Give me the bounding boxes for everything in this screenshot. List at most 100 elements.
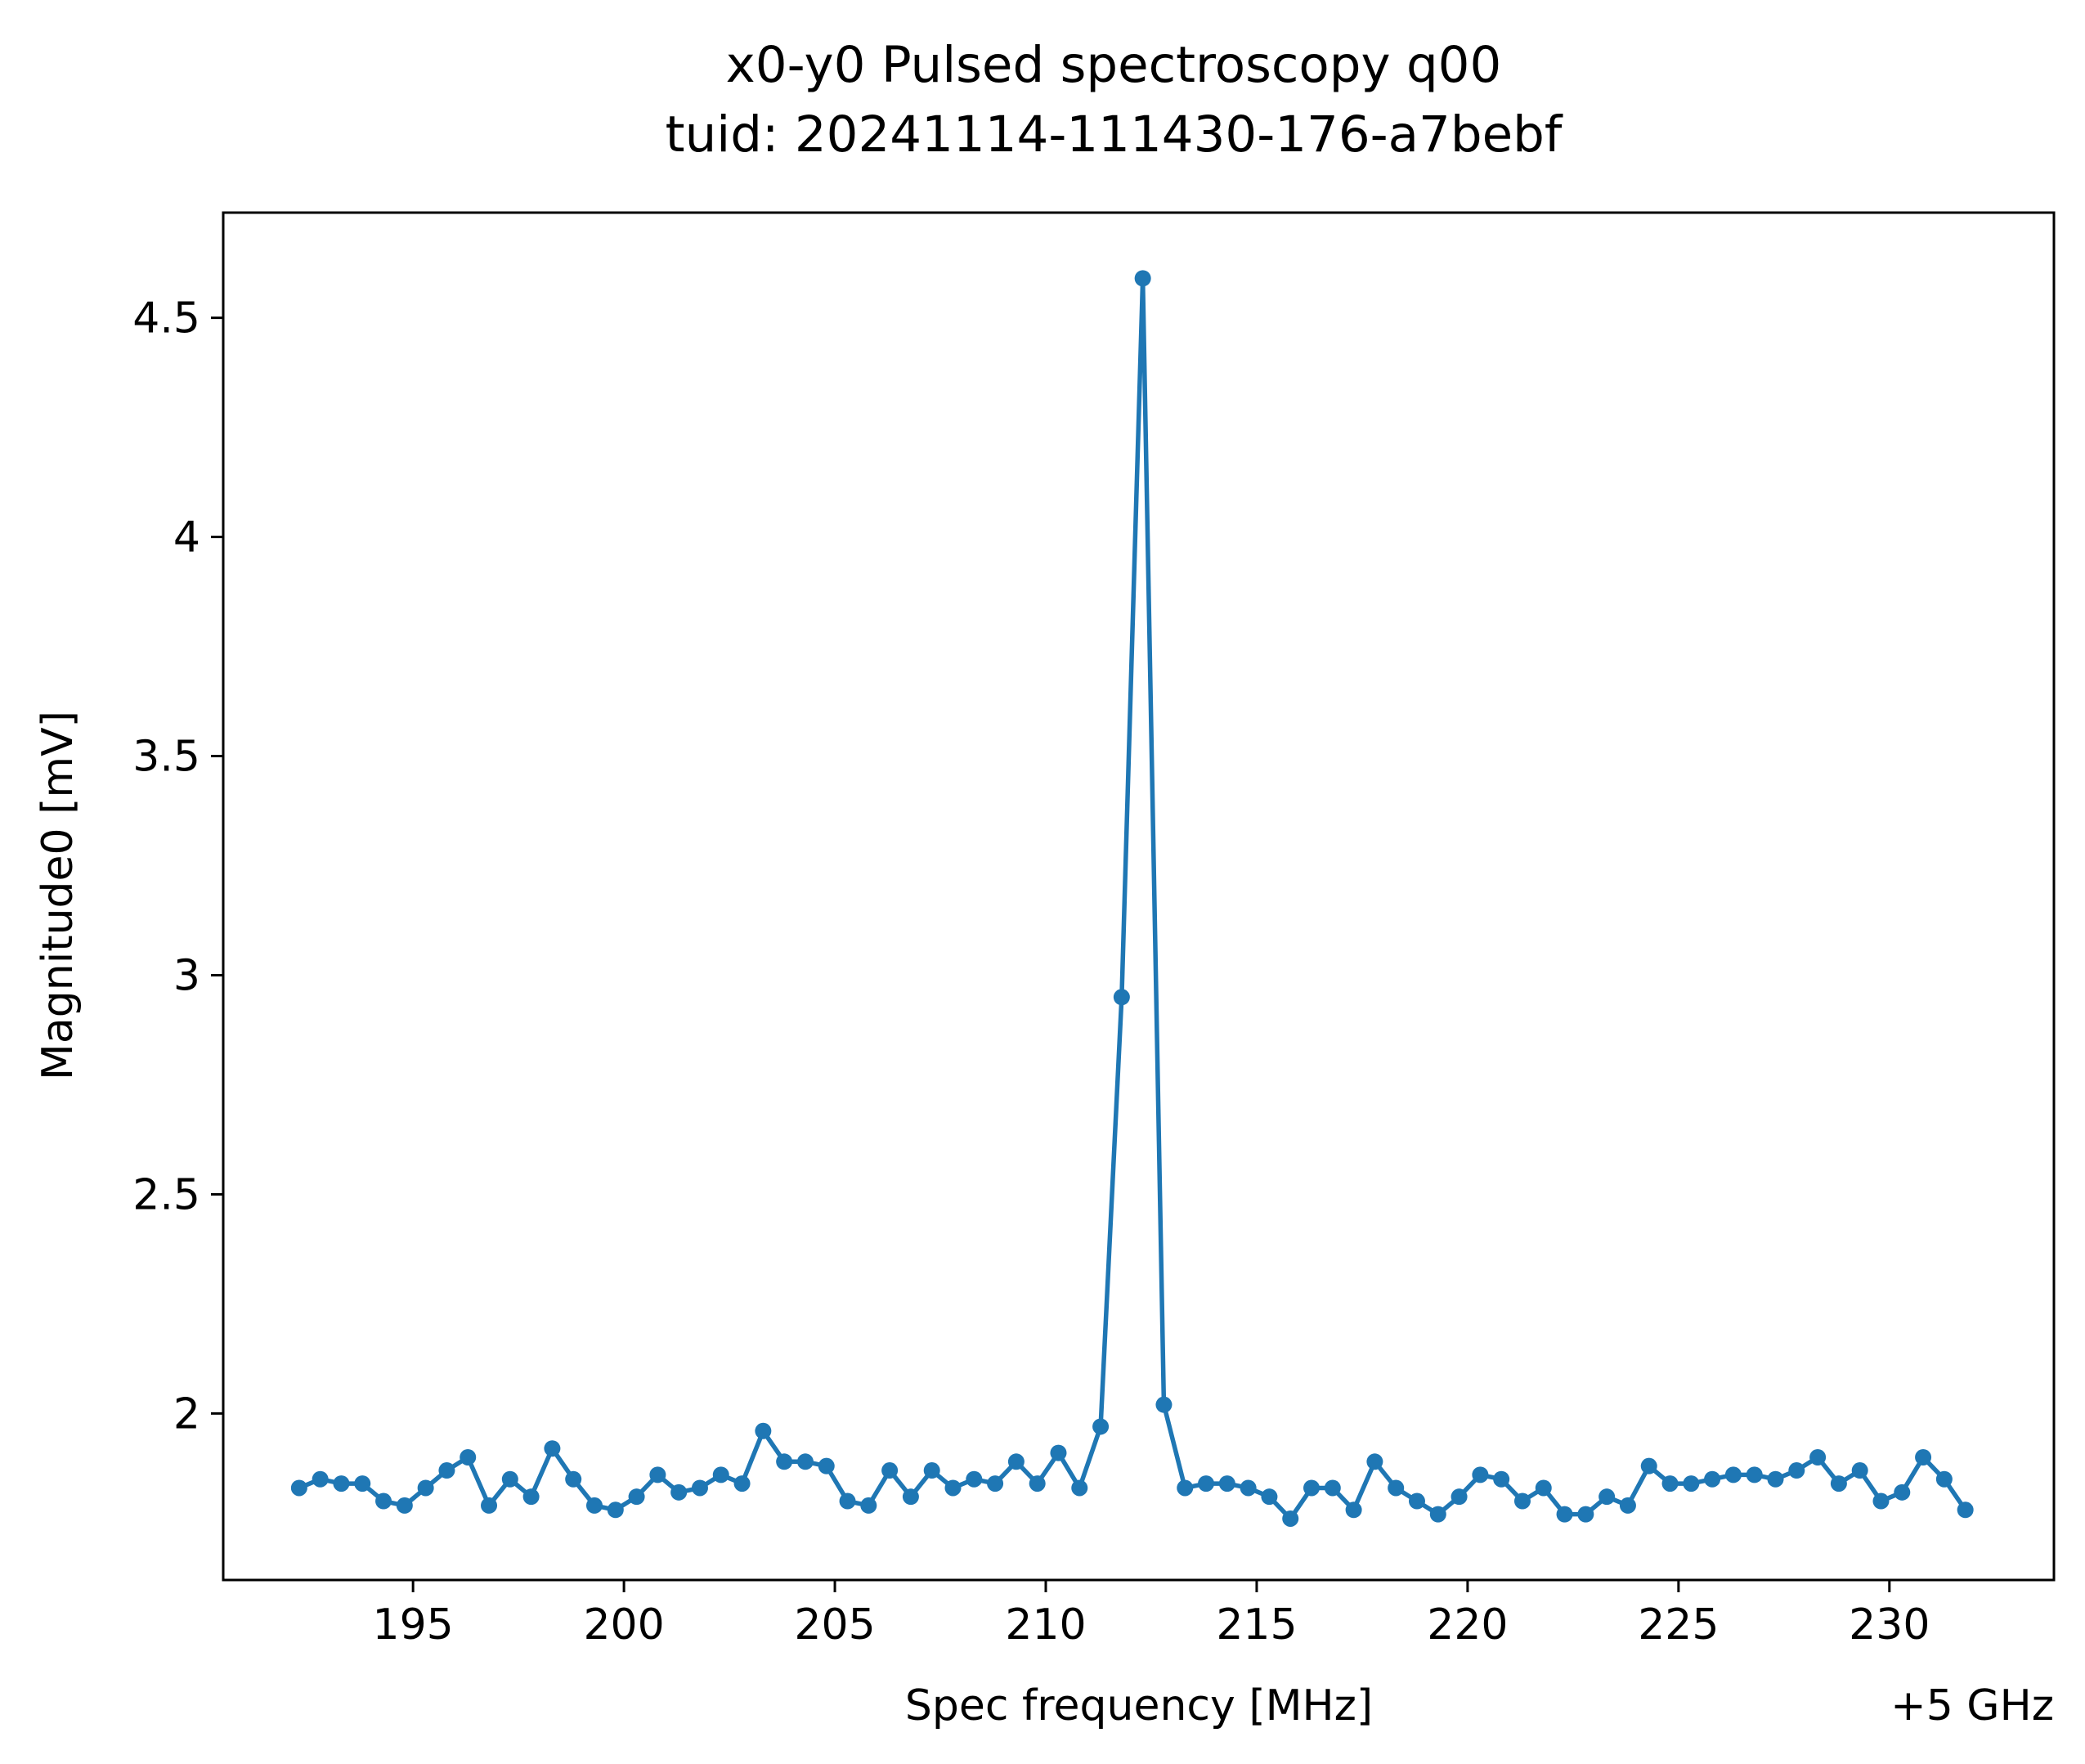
data-point (1767, 1470, 1784, 1488)
data-point (1029, 1475, 1046, 1492)
data-point (1050, 1444, 1067, 1461)
data-point (1198, 1475, 1215, 1492)
x-tick-label: 195 (373, 1600, 454, 1650)
data-point (1598, 1488, 1616, 1506)
y-axis: 2 2.5 3 3.5 4 4.5 (132, 294, 223, 1439)
data-point (481, 1497, 498, 1514)
x-tick-label: 230 (1849, 1600, 1930, 1650)
data-point (1788, 1462, 1805, 1479)
data-point (1408, 1492, 1425, 1510)
data-point (1388, 1479, 1405, 1497)
data-point (1935, 1470, 1953, 1488)
data-point (375, 1492, 392, 1510)
data-point (1429, 1506, 1446, 1523)
data-point (944, 1479, 962, 1497)
data-point (923, 1462, 940, 1479)
x-axis-label: Spec frequency [MHz] (905, 1681, 1373, 1730)
data-point (1071, 1479, 1088, 1497)
data-point (312, 1470, 329, 1488)
data-point (607, 1501, 624, 1519)
data-point (1746, 1466, 1763, 1483)
data-point (1577, 1506, 1594, 1523)
data-point (1345, 1501, 1362, 1519)
data-point (987, 1475, 1004, 1492)
data-point (1261, 1488, 1278, 1506)
data-point (796, 1453, 814, 1470)
data-point (501, 1470, 518, 1488)
data-point (1240, 1479, 1257, 1497)
data-point (1851, 1462, 1868, 1479)
data-point (733, 1475, 751, 1492)
data-point (776, 1453, 793, 1470)
x-tick-label: 215 (1216, 1600, 1297, 1650)
data-point (1872, 1492, 1890, 1510)
chart-title: x0-y0 Pulsed spectroscopy q00 (726, 36, 1502, 94)
data-series (290, 270, 1974, 1527)
axes-frame (222, 211, 2056, 1582)
data-point (544, 1440, 561, 1457)
data-point (417, 1479, 434, 1497)
data-point (1661, 1475, 1679, 1492)
data-point (438, 1462, 455, 1479)
y-tick-label: 4 (173, 514, 200, 563)
data-point (755, 1422, 772, 1439)
plot-area (222, 211, 2056, 1582)
data-point (1556, 1506, 1573, 1523)
data-point (460, 1448, 477, 1466)
y-tick-label: 2.5 (132, 1170, 200, 1219)
data-point (354, 1475, 371, 1492)
data-point (1155, 1396, 1173, 1413)
data-point (396, 1497, 413, 1514)
data-point (1704, 1470, 1721, 1488)
data-point (1451, 1488, 1468, 1506)
data-point (860, 1497, 877, 1514)
data-point (522, 1488, 540, 1506)
data-point (649, 1466, 666, 1483)
y-tick-label: 4.5 (132, 294, 200, 343)
data-point (1493, 1470, 1510, 1488)
data-point (333, 1475, 350, 1492)
data-point (1366, 1453, 1383, 1470)
x-axis-offset-label: +5 GHz (1890, 1681, 2054, 1730)
data-point (1134, 270, 1151, 287)
data-point (1535, 1479, 1552, 1497)
data-point (1724, 1466, 1742, 1483)
chart-subtitle: tuid: 20241114-111430-176-a7bebf (666, 105, 1563, 164)
x-tick-label: 220 (1427, 1600, 1508, 1650)
data-point (1092, 1418, 1110, 1435)
y-tick-label: 3 (173, 951, 200, 1000)
x-tick-label: 200 (583, 1600, 664, 1650)
data-point (1640, 1457, 1657, 1474)
data-point (1915, 1448, 1932, 1466)
data-point (1513, 1492, 1531, 1510)
data-point (966, 1470, 983, 1488)
data-point (670, 1483, 688, 1501)
data-point (565, 1470, 582, 1488)
y-tick-label: 3.5 (132, 733, 200, 782)
y-axis-label: Magnitude0 [mV] (34, 711, 83, 1080)
data-point (1619, 1497, 1636, 1514)
data-point (1113, 989, 1130, 1006)
data-point (1683, 1475, 1700, 1492)
data-point (1324, 1479, 1341, 1497)
x-tick-label: 205 (794, 1600, 875, 1650)
data-point (1007, 1453, 1025, 1470)
data-point (1282, 1510, 1299, 1527)
data-point (1177, 1479, 1194, 1497)
data-point (1830, 1475, 1847, 1492)
data-point (902, 1488, 919, 1506)
data-point (818, 1457, 835, 1474)
data-point (712, 1466, 729, 1483)
data-point (1894, 1483, 1911, 1501)
y-tick-label: 2 (173, 1389, 200, 1439)
x-axis: 195 200 205 210 215 220 225 230 (373, 1580, 1930, 1650)
x-tick-label: 225 (1638, 1600, 1719, 1650)
data-point (881, 1462, 899, 1479)
data-point (290, 1479, 307, 1497)
data-point (1303, 1479, 1320, 1497)
data-point (691, 1479, 708, 1497)
data-point (1809, 1448, 1827, 1466)
data-point (839, 1492, 856, 1510)
